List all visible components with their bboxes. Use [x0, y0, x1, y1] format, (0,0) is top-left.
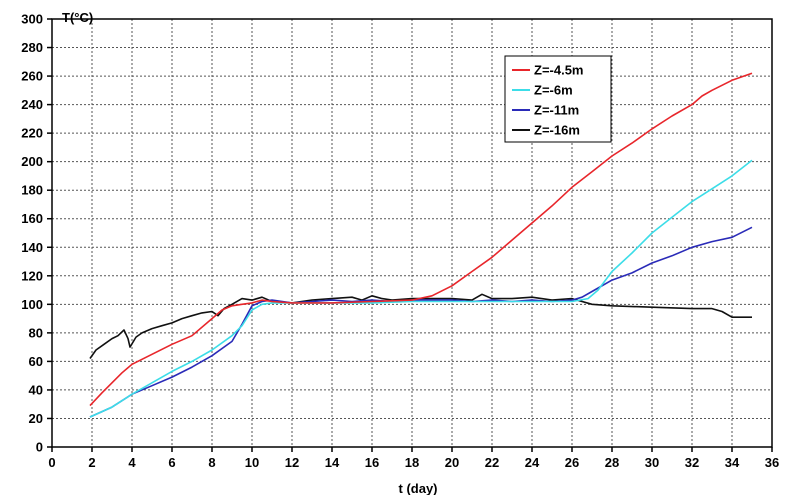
x-tick-label: 26	[565, 455, 579, 470]
x-tick-label: 36	[765, 455, 779, 470]
x-tick-label: 18	[405, 455, 419, 470]
x-tick-label: 14	[325, 455, 340, 470]
x-tick-label: 34	[725, 455, 740, 470]
legend-label: Z=-6m	[534, 83, 573, 98]
y-axis-ticks: 0 20 40 60 80 100 120 140 160 180 200 220 240 260 280 3…	[21, 12, 52, 455]
y-tick-label: 20	[29, 411, 43, 426]
x-tick-label: 32	[685, 455, 699, 470]
x-tick-label: 30	[645, 455, 659, 470]
x-tick-label: 22	[485, 455, 499, 470]
y-tick-label: 260	[21, 69, 43, 84]
legend-label: Z=-11m	[534, 103, 579, 118]
y-tick-label: 100	[21, 297, 43, 312]
y-tick-label: 80	[29, 325, 43, 340]
y-tick-label: 240	[21, 97, 43, 112]
x-tick-label: 28	[605, 455, 619, 470]
x-tick-label: 12	[285, 455, 299, 470]
legend-label: Z=-4.5m	[534, 63, 584, 78]
x-tick-label: 0	[48, 455, 55, 470]
series-lines	[89, 72, 753, 418]
y-tick-label: 0	[36, 440, 43, 455]
legend: Z=-4.5m Z=-6m Z=-11m Z=-16m	[504, 55, 612, 143]
y-tick-label: 120	[21, 268, 43, 283]
y-tick-label: 280	[21, 40, 43, 55]
x-axis-label: t (day)	[399, 481, 438, 495]
y-tick-label: 200	[21, 154, 43, 169]
y-tick-label: 300	[21, 12, 43, 27]
x-tick-label: 4	[128, 455, 136, 470]
x-tick-label: 10	[245, 455, 259, 470]
legend-label: Z=-16m	[534, 123, 580, 138]
y-tick-label: 220	[21, 126, 43, 141]
x-tick-label: 20	[445, 455, 459, 470]
x-tick-label: 6	[168, 455, 175, 470]
y-tick-label: 140	[21, 240, 43, 255]
series-line-z-4-5m	[89, 72, 753, 407]
y-tick-label: 180	[21, 183, 43, 198]
y-axis-label: T(°C)	[62, 10, 93, 25]
x-tick-label: 8	[208, 455, 215, 470]
grid	[52, 19, 772, 447]
x-tick-label: 2	[88, 455, 95, 470]
y-tick-label: 40	[29, 382, 43, 397]
series-line-z-6m	[89, 159, 753, 418]
x-tick-label: 16	[365, 455, 379, 470]
y-tick-label: 160	[21, 211, 43, 226]
y-tick-label: 60	[29, 354, 43, 369]
x-axis-ticks: 0 2 4 6 8 10 12 14 16 18 20 22 24 26 28 30 32 34 36	[48, 447, 779, 470]
x-tick-label: 24	[525, 455, 540, 470]
